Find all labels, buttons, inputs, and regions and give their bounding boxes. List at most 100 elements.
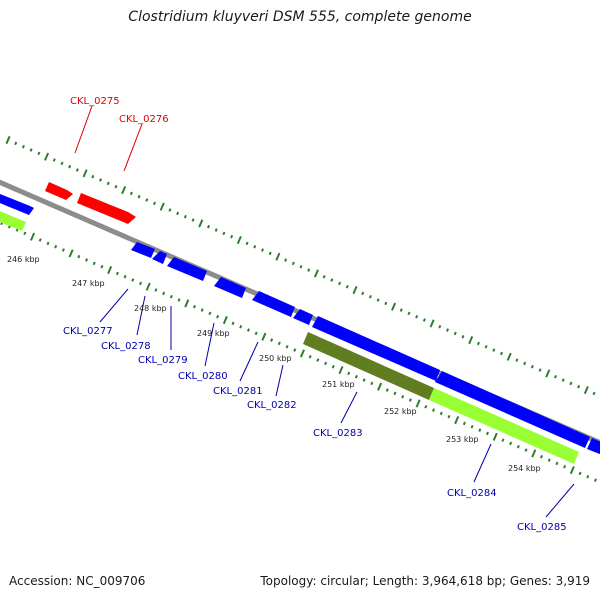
tick-label: 254 kbp bbox=[508, 464, 541, 473]
inner-tick bbox=[524, 448, 528, 452]
inner-tick bbox=[23, 231, 27, 236]
outer-tick bbox=[484, 344, 488, 349]
outer-tick bbox=[429, 319, 435, 328]
tick-label: 253 kbp bbox=[446, 435, 479, 444]
inner-tick bbox=[331, 364, 335, 369]
inner-tick bbox=[586, 475, 590, 479]
inner-tick bbox=[239, 324, 243, 329]
outer-tick bbox=[345, 284, 349, 289]
gene-arrow-ckl-0283[interactable] bbox=[312, 316, 440, 381]
inner-tick bbox=[401, 394, 405, 399]
inner-tick bbox=[555, 461, 559, 466]
gene-label[interactable]: CKL_0285 bbox=[517, 522, 567, 533]
outer-tick bbox=[5, 135, 11, 145]
outer-tick bbox=[569, 381, 573, 386]
inner-tick bbox=[270, 338, 274, 342]
gene-label[interactable]: CKL_0277 bbox=[63, 326, 113, 337]
outer-tick bbox=[260, 248, 264, 252]
callout-line bbox=[340, 391, 358, 424]
inner-tick bbox=[38, 238, 42, 242]
outer-tick bbox=[299, 264, 303, 269]
inner-tick bbox=[100, 264, 104, 269]
outer-tick bbox=[506, 352, 512, 361]
outer-tick bbox=[361, 291, 365, 296]
accession-label: Accession: NC_009706 bbox=[9, 574, 146, 588]
gene-arrow[interactable] bbox=[0, 190, 34, 215]
tick-label: 247 kbp bbox=[72, 279, 105, 288]
gene-label[interactable]: CKL_0283 bbox=[313, 428, 363, 439]
inner-tick bbox=[131, 278, 135, 282]
inner-tick bbox=[277, 341, 281, 346]
gene-arrow-ckl-0279[interactable] bbox=[167, 257, 207, 281]
gene-arrow-ckl-0285[interactable] bbox=[587, 438, 600, 458]
outer-tick bbox=[121, 185, 127, 195]
gene-arrow-ckl-0280[interactable] bbox=[214, 277, 246, 298]
outer-tick bbox=[352, 285, 358, 295]
inner-tick bbox=[162, 291, 166, 296]
inner-tick bbox=[222, 315, 228, 325]
inner-tick bbox=[370, 381, 374, 386]
outer-tick bbox=[583, 386, 589, 395]
gene-label[interactable]: CKL_0284 bbox=[447, 488, 497, 499]
gene-arrow-ckl-0284[interactable] bbox=[435, 371, 590, 448]
outer-tick bbox=[307, 268, 311, 272]
gene-arrow-ckl-0275[interactable] bbox=[45, 182, 73, 200]
callout-line bbox=[99, 288, 129, 323]
gene-label[interactable]: CKL_0280 bbox=[178, 371, 228, 382]
inner-tick bbox=[200, 308, 204, 312]
outer-tick bbox=[391, 302, 397, 311]
gene-arrow-ckl-0276[interactable] bbox=[77, 193, 136, 224]
outer-tick bbox=[37, 151, 41, 156]
feature-bar-bright[interactable] bbox=[429, 388, 579, 464]
inner-tick bbox=[362, 378, 366, 382]
gene-arrow-ckl-0277[interactable] bbox=[131, 242, 155, 258]
inner-tick bbox=[231, 321, 235, 326]
inner-tick bbox=[316, 358, 320, 362]
inner-tick bbox=[115, 271, 119, 276]
outer-tick bbox=[461, 334, 465, 339]
feature-bar-dark[interactable] bbox=[303, 332, 434, 400]
callout-line bbox=[136, 295, 146, 336]
inner-tick bbox=[385, 388, 389, 392]
inner-tick bbox=[324, 361, 328, 366]
inner-tick bbox=[516, 444, 520, 449]
outer-tick bbox=[99, 178, 103, 182]
inner-tick bbox=[61, 248, 65, 252]
inner-tick bbox=[68, 249, 74, 258]
outer-tick bbox=[592, 391, 596, 396]
feature-bar[interactable] bbox=[0, 207, 26, 231]
scale-tick-labels: 246 kbp 247 kbp 248 kbp 249 kbp 250 kbp 251 k… bbox=[7, 255, 541, 473]
gene-label[interactable]: CKL_0281 bbox=[213, 386, 263, 397]
outer-tick bbox=[399, 308, 403, 312]
inner-tick bbox=[216, 314, 220, 319]
outer-tick bbox=[338, 281, 342, 286]
gene-arrow-ckl-0282[interactable] bbox=[293, 309, 313, 325]
outer-tick bbox=[230, 234, 234, 239]
gene-label[interactable]: CKL_0276 bbox=[119, 114, 169, 125]
outer-tick bbox=[415, 314, 419, 319]
inner-tick bbox=[486, 431, 490, 436]
gene-label[interactable]: CKL_0282 bbox=[247, 400, 297, 411]
inner-tick bbox=[354, 374, 358, 379]
inner-tick bbox=[285, 344, 289, 349]
gene-arrow-ckl-0281[interactable] bbox=[252, 291, 295, 317]
inner-tick bbox=[177, 298, 181, 302]
outer-tick bbox=[330, 278, 334, 282]
outer-tick bbox=[44, 152, 50, 161]
outer-tick bbox=[523, 361, 527, 366]
outer-tick bbox=[91, 174, 95, 179]
outer-tick bbox=[106, 181, 110, 186]
inner-tick bbox=[85, 258, 89, 262]
gene-arrow-ckl-0278[interactable] bbox=[152, 251, 167, 264]
tick-label: 249 kbp bbox=[197, 329, 230, 338]
inner-tick bbox=[501, 438, 505, 442]
callout-line bbox=[545, 483, 575, 518]
inner-tick bbox=[454, 416, 460, 425]
inner-tick bbox=[377, 382, 383, 391]
outer-tick bbox=[137, 194, 141, 199]
gene-label[interactable]: CKL_0279 bbox=[138, 355, 188, 366]
tick-label: 250 kbp bbox=[259, 354, 292, 363]
gene-label[interactable]: CKL_0275 bbox=[70, 96, 120, 107]
inner-tick bbox=[492, 432, 498, 441]
gene-label[interactable]: CKL_0278 bbox=[101, 341, 151, 352]
